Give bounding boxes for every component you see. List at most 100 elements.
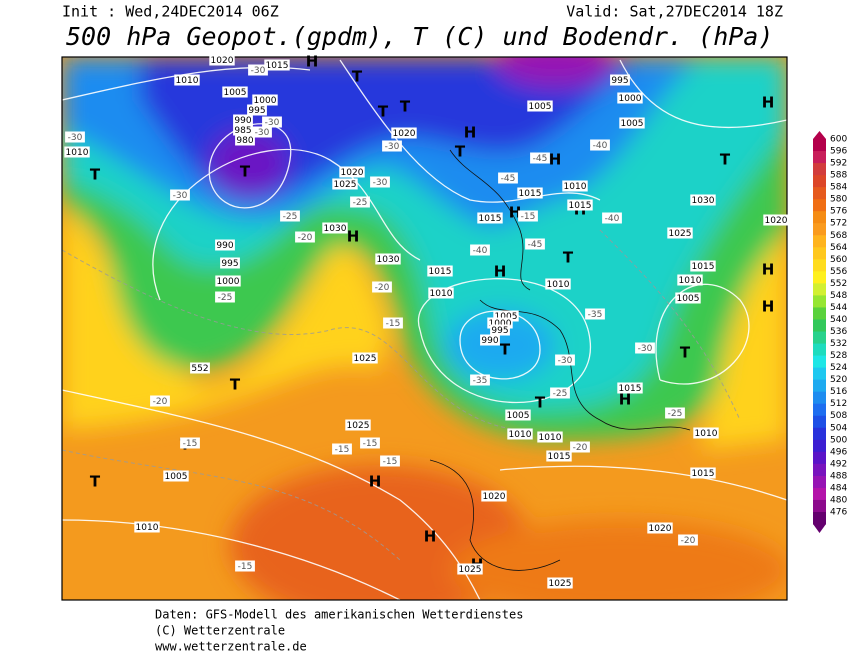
label-box bbox=[264, 59, 290, 71]
temperature-label: -30 bbox=[638, 344, 653, 354]
label-box bbox=[428, 287, 454, 299]
colorbar-swatch bbox=[813, 355, 826, 369]
temperature-label: -20 bbox=[375, 283, 390, 293]
temperature-label: -30 bbox=[255, 128, 270, 138]
label-box bbox=[222, 86, 248, 98]
colorbar-bottom-arrow bbox=[813, 524, 826, 534]
isobar-label: 1010 bbox=[66, 148, 89, 158]
colorbar-label: 556 bbox=[830, 267, 847, 277]
label-box bbox=[382, 140, 402, 152]
label-box bbox=[332, 443, 352, 455]
temperature-label: -15 bbox=[335, 445, 350, 455]
label-box bbox=[380, 455, 400, 467]
valid-time: Valid: Sat,27DEC2014 18Z bbox=[566, 3, 783, 21]
colorbar-swatch bbox=[813, 247, 826, 260]
isobar-label: 1005 bbox=[677, 294, 700, 304]
temperature-label: -15 bbox=[363, 439, 378, 449]
colorbar-swatch bbox=[813, 259, 826, 272]
temperature-label: -25 bbox=[218, 293, 233, 303]
colorbar-swatch bbox=[813, 463, 826, 477]
label-box bbox=[480, 334, 500, 346]
label-box bbox=[235, 134, 255, 146]
isobar-label: 990 bbox=[216, 241, 233, 251]
colorbar-label: 488 bbox=[830, 471, 847, 481]
colorbar-label: 520 bbox=[830, 375, 847, 385]
map-frame bbox=[61, 56, 788, 601]
label-box bbox=[507, 428, 533, 440]
isobar-label: 1010 bbox=[509, 430, 532, 440]
isobar-label: 1020 bbox=[211, 56, 234, 66]
colorbar-swatch bbox=[813, 415, 826, 429]
colorbar-swatch bbox=[813, 499, 826, 513]
label-box bbox=[690, 260, 716, 272]
label-box bbox=[517, 187, 543, 199]
label-box bbox=[360, 437, 380, 449]
label-box bbox=[585, 308, 605, 320]
isobar-label: 1010 bbox=[136, 523, 159, 533]
colorbar-swatch bbox=[813, 427, 826, 441]
colorbar-swatch bbox=[813, 403, 826, 417]
colorbar-swatch bbox=[813, 512, 826, 525]
pressure-center: H bbox=[369, 473, 382, 491]
colorbar-label: 564 bbox=[830, 243, 847, 253]
label-box bbox=[262, 116, 282, 128]
colorbar-label: 576 bbox=[830, 207, 847, 217]
isobar-label: 1025 bbox=[347, 421, 370, 431]
colorbar-swatch bbox=[813, 139, 826, 152]
colorbar-label: 496 bbox=[830, 447, 847, 457]
temperature-label: -20 bbox=[298, 233, 313, 243]
label-box bbox=[215, 275, 241, 287]
label-box bbox=[678, 534, 698, 546]
isobar-label: 1020 bbox=[341, 168, 364, 178]
label-box bbox=[665, 407, 685, 419]
isobar-label: 1000 bbox=[254, 96, 277, 106]
isobar-label: 1030 bbox=[324, 224, 347, 234]
label-box bbox=[345, 419, 371, 431]
isobar-label: 1030 bbox=[692, 196, 715, 206]
colorbar-swatch bbox=[813, 283, 826, 296]
isobar-label: 995 bbox=[221, 259, 238, 269]
temperature-label: -20 bbox=[573, 443, 588, 453]
isobar-label: 1030 bbox=[377, 255, 400, 265]
label-box bbox=[427, 265, 453, 277]
pressure-center: H bbox=[494, 263, 507, 281]
isobar-label: 1005 bbox=[507, 411, 530, 421]
pressure-center: T bbox=[680, 344, 691, 362]
temperature-label: -15 bbox=[386, 319, 401, 329]
colorbar-label: 512 bbox=[830, 399, 847, 409]
pressure-center: T bbox=[240, 163, 251, 181]
colorbar-label: 480 bbox=[830, 495, 847, 505]
label-box bbox=[477, 212, 503, 224]
label-box bbox=[220, 257, 240, 269]
isobar-label: 980 bbox=[236, 136, 253, 146]
label-box bbox=[567, 199, 593, 211]
label-box bbox=[65, 131, 85, 143]
temperature-label: -45 bbox=[533, 154, 548, 164]
label-box bbox=[295, 231, 315, 243]
label-box bbox=[570, 441, 590, 453]
label-box bbox=[215, 239, 235, 251]
colorbar-swatch bbox=[813, 223, 826, 236]
temperature-label: -30 bbox=[251, 66, 266, 76]
label-box bbox=[190, 362, 210, 374]
label-box bbox=[617, 382, 643, 394]
colorbar-label: 560 bbox=[830, 255, 847, 265]
label-box bbox=[352, 352, 378, 364]
isobar-label: 995 bbox=[491, 326, 508, 336]
isobar-label: 1025 bbox=[549, 579, 572, 589]
isobar-label: 1000 bbox=[217, 277, 240, 287]
label-box bbox=[170, 189, 190, 201]
temperature-label: -30 bbox=[385, 142, 400, 152]
label-box bbox=[339, 166, 365, 178]
colorbar-label: 580 bbox=[830, 195, 847, 205]
colorbar-swatch bbox=[813, 211, 826, 224]
colorbar-label: 532 bbox=[830, 339, 847, 349]
pressure-center: H bbox=[347, 228, 360, 246]
isobar-label: 1010 bbox=[176, 76, 199, 86]
label-box bbox=[518, 210, 538, 222]
isobar-label: 1010 bbox=[430, 289, 453, 299]
isobar-label: 1025 bbox=[669, 229, 692, 239]
pressure-center: T bbox=[230, 376, 241, 394]
label-box bbox=[555, 354, 575, 366]
pressure-center: H bbox=[464, 124, 477, 142]
